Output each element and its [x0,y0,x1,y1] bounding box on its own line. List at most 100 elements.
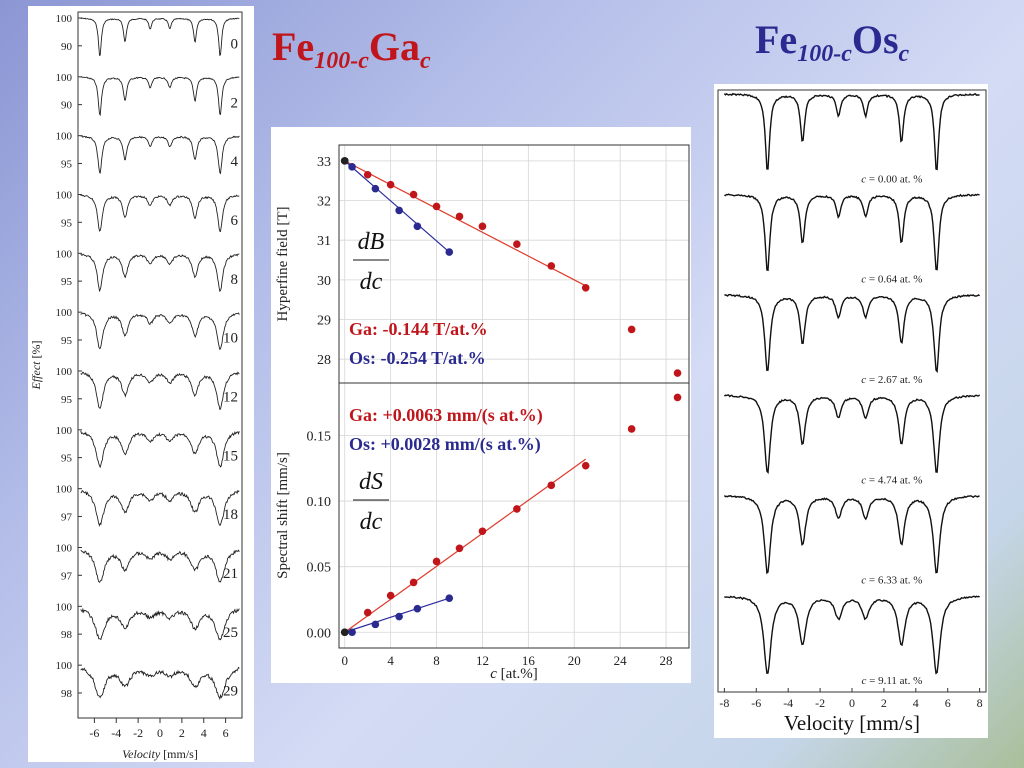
spectrum-label: c = 4.74 at. % [861,474,922,486]
spectrum-12: 12 100 95 [56,366,240,410]
spectrum-label-value: = 6.33 at. % [866,575,922,587]
title-ga-base1: Fe [272,24,315,69]
spectrum-trace [80,253,240,293]
feos-spectra-panel: c = 0.00 at. % c = 0.64 at. % c = 2.67 at.… [714,84,988,738]
title-ga-base2: Ga [368,24,420,69]
x-axis-label-unit: [at.%] [497,666,538,682]
data-point-os [413,604,422,613]
spectrum-label: 21 [223,566,238,582]
spectrum-trace [80,17,240,57]
parameters-chart: 28 29 30 31 32 33 Hyperfine field [T] Ga: -0.14… [275,144,690,682]
spectrum-label-value: = 0.00 at. % [866,173,922,185]
derivative-denominator: dc [360,509,383,535]
ytick-label: 95 [61,158,73,170]
fega-spectra-panel: 0 100 90 2 100 90 4 100 95 6 100 95 8 100 95 10 100 95 12 1… [28,6,254,762]
xtick-label: 28 [660,653,673,668]
spectrum-label: c = 0.64 at. % [861,274,922,286]
xtick-label: 2 [179,726,185,740]
ytick-label: 90 [61,100,73,112]
fit-line-ga [344,160,586,287]
spectrum-10: 10 100 95 [56,307,240,351]
spectrum-label: 2 [231,95,239,111]
feos-spectra-chart: c = 0.00 at. %c = 0.64 at. %c = 2.67 at.… [717,89,987,735]
spectrum-trace [724,293,981,374]
spectrum-label: 25 [223,625,238,641]
data-point-os [413,222,422,231]
xtick-label: 2 [881,696,887,710]
spectrum-0: c = 0.00 at. % [723,92,980,185]
spectrum-2: 2 100 90 [56,72,240,117]
title-os-sub: 100- [797,41,842,67]
spectrum-8: 8 100 95 [56,248,240,293]
spectrum-label: c = 0.00 at. % [861,173,922,185]
title-fe-ga: Fe100-cGac [272,24,431,74]
xtick-label: -8 [719,696,729,710]
ytick-label: 29 [317,314,331,329]
plot-frame [338,382,690,649]
data-point-ga [513,240,521,248]
title-os-base2: Os [851,17,899,62]
data-point-os [340,157,349,165]
title-ga-subscript: 100-c [314,48,369,74]
xtick-label: 4 [201,726,207,740]
ytick-label: 100 [56,131,73,143]
y-axis-label-unit: [%] [29,341,43,362]
derivative-numerator: dB [358,229,385,255]
annotation-os: Os: -0.254 T/at.% [349,348,486,368]
spectrum-5: c = 9.11 at. % [723,595,981,687]
spectrum-label: 18 [223,507,238,523]
spectrum-trace [80,607,240,641]
derivative-numerator: dS [359,469,383,495]
spectrum-trace [80,76,240,117]
title-ga-sub: 100- [314,48,359,74]
spectrum-label-value: = 4.74 at. % [866,474,922,486]
data-point-ga [547,481,556,490]
spectrum-label: 6 [231,213,239,229]
data-point-os [348,628,356,637]
data-point-ga [627,325,636,334]
ytick-label: 95 [61,453,73,465]
data-point-ga [432,202,441,211]
title-os-subvar: c [841,41,852,67]
ytick-label: 98 [61,629,73,641]
title-ga-var-text: c [419,48,431,74]
ytick-label: 100 [56,601,73,613]
spectrum-4: c = 6.33 at. % [723,495,980,587]
data-point-ga [386,591,395,600]
x-axis-label-var: Velocity [122,747,161,761]
spectrum-trace [723,495,980,575]
data-point-ga [547,262,556,270]
title-os-base1: Fe [755,17,798,62]
ytick-label: 100 [56,660,73,672]
data-point-ga [478,222,487,231]
spectrum-0: 0 100 90 [56,13,240,57]
y-axis-label: Hyperfine field [T] [275,207,291,322]
x-axis-label: c [at.%] [490,666,537,682]
spectrum-3: c = 4.74 at. % [723,394,981,486]
spectrum-label-var: c [861,575,866,587]
ytick-label: 100 [56,248,73,260]
ytick-label: 0.10 [307,495,332,510]
x-axis-label: Velocity [mm/s] [122,747,198,761]
ytick-label: 90 [61,41,73,53]
data-point-os [445,594,454,602]
fit-line-os [344,160,450,253]
derivative-denominator: dc [360,269,383,295]
data-point-ga [363,170,372,179]
y-axis-label: Effect [%] [29,341,43,391]
spectrum-1: c = 0.64 at. % [724,193,980,286]
spectrum-4: 4 100 95 [56,131,240,175]
xtick-label: 8 [977,696,983,710]
ytick-label: 33 [317,155,331,170]
data-point-ga [432,557,441,566]
spectrum-label-value: = 9.11 at. % [866,675,922,687]
spectrum-label-var: c [861,374,866,386]
ytick-label: 100 [56,484,73,496]
spectrum-6: 6 100 95 [56,190,240,233]
data-point-ga [409,578,418,587]
x-axis-label: Velocity [mm/s] [784,711,920,735]
spectrum-trace [80,430,240,469]
xtick-label: 12 [476,653,489,668]
spectrum-label: c = 6.33 at. % [861,575,922,587]
spectrum-label-var: c [861,675,866,687]
